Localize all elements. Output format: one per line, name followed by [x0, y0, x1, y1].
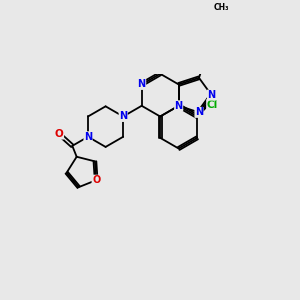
- Text: N: N: [195, 107, 203, 117]
- Text: O: O: [55, 129, 64, 139]
- Text: N: N: [175, 101, 183, 111]
- Text: CH₃: CH₃: [214, 3, 230, 12]
- Text: Cl: Cl: [207, 100, 218, 110]
- Text: N: N: [208, 90, 216, 100]
- Text: O: O: [92, 175, 100, 185]
- Text: N: N: [84, 132, 92, 142]
- Text: N: N: [119, 112, 127, 122]
- Text: N: N: [138, 80, 146, 89]
